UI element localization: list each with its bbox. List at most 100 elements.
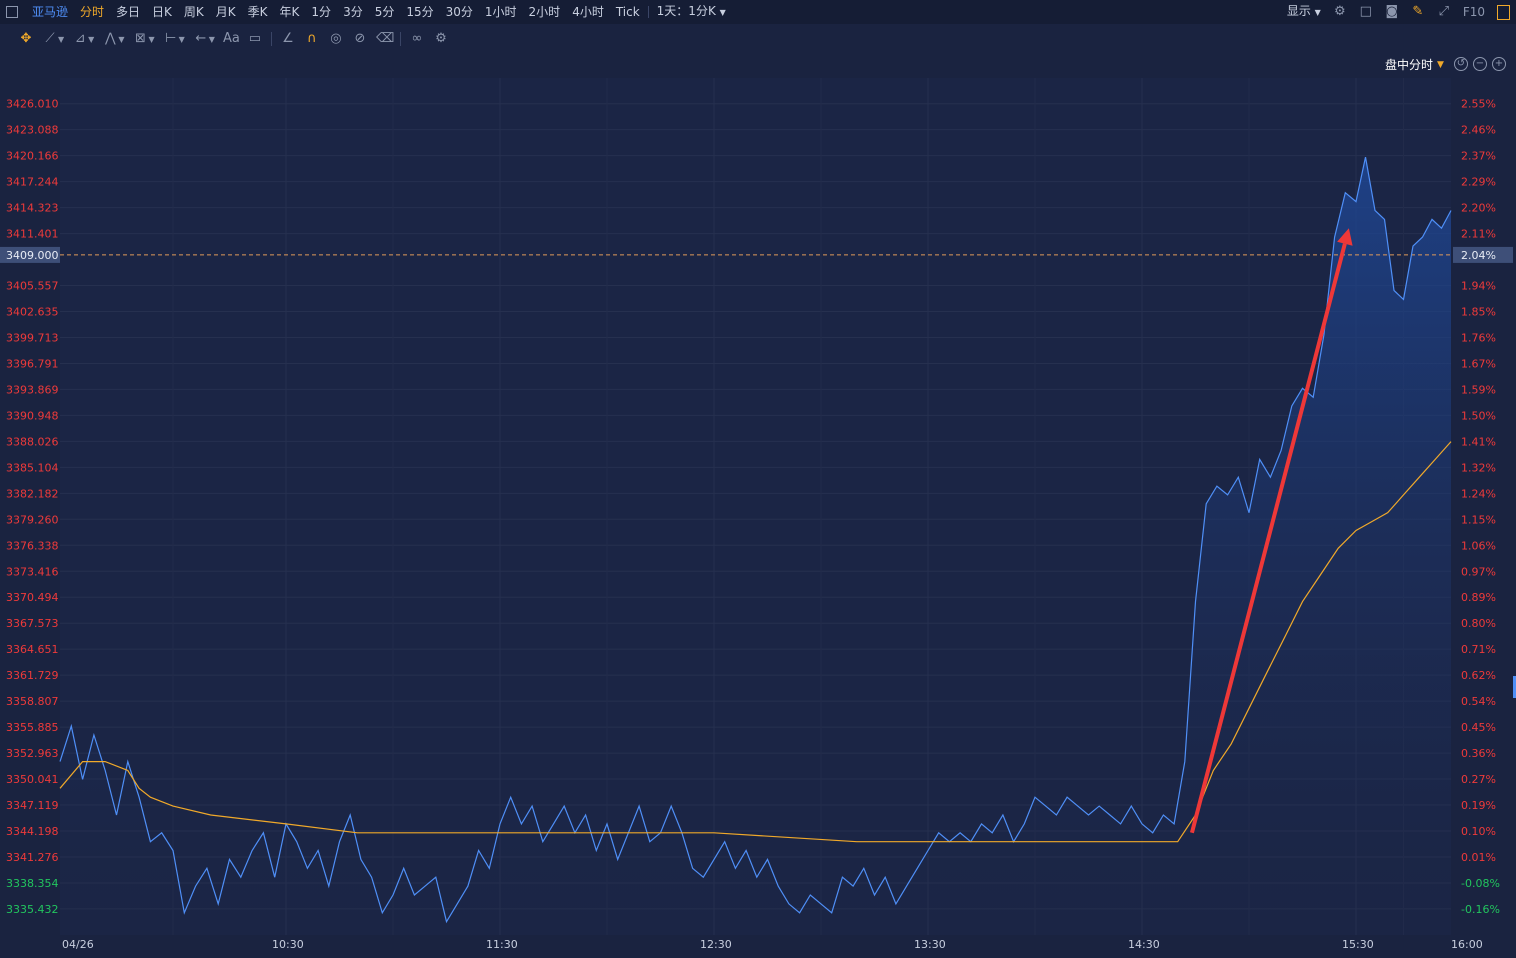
eye-icon[interactable]: ◎ — [330, 31, 342, 46]
zoom-in-icon[interactable]: + — [1492, 57, 1506, 71]
settings-icon[interactable]: ⚙ — [435, 31, 447, 46]
y-left-tick-label: 3347.119 — [6, 799, 59, 812]
chevron-down-icon[interactable]: ▼ — [208, 34, 215, 44]
fullscreen-icon[interactable]: ⤢ — [1438, 4, 1450, 19]
hide-icon[interactable]: ⊘ — [354, 31, 366, 46]
y-left-tick-label: 3379.260 — [6, 513, 59, 526]
period-tab[interactable]: 日K — [152, 5, 172, 19]
zoom-out-icon[interactable]: − — [1473, 57, 1487, 71]
period-tab[interactable]: 月K — [215, 5, 236, 19]
link-icon[interactable]: ∞ — [411, 31, 423, 46]
y-left-tick-label: 3420.166 — [6, 150, 59, 163]
camera-icon[interactable]: ◙ — [1385, 4, 1399, 19]
y-left-tick-label: 3426.010 — [6, 98, 59, 111]
y-right-tick-label: 0.80% — [1461, 617, 1496, 630]
x-tick-label: 04/26 — [62, 938, 94, 951]
text-tool-icon[interactable]: Aa — [222, 31, 240, 46]
reset-icon[interactable]: ↺ — [1454, 57, 1468, 71]
period-tab[interactable]: 1分 — [311, 5, 332, 19]
chevron-down-icon: ▼ — [719, 8, 726, 17]
layout-icon[interactable]: □ — [1359, 4, 1372, 19]
display-menu-label: 显示 — [1286, 4, 1311, 18]
display-menu[interactable]: 显示 ▼ — [1281, 0, 1327, 25]
chevron-down-icon[interactable]: ▼ — [58, 34, 65, 44]
current-pct-badge — [1453, 246, 1513, 263]
period-tab[interactable]: 1小时 — [484, 5, 517, 19]
crosshair-move-icon[interactable]: ✥ — [20, 31, 32, 46]
measure-tool-icon[interactable]: ⊢ — [164, 31, 177, 46]
y-left-tick-label: 3388.026 — [6, 435, 59, 448]
y-left-tick-label: 3390.948 — [6, 409, 59, 422]
magnet-icon[interactable]: ∩ — [307, 31, 317, 46]
drawing-toolbar: ✥ ⟋ ▼ ⊿ ▼ ⋀ ▼ ⊠ ▼ ⊢ ▼ ← ▼ Aa ▭ ∠ ∩ ◎ ⊘ ⌫ ∞ ⚙ — [0, 26, 1516, 52]
average-price-line[interactable] — [59, 441, 1452, 843]
annotation-arrow-head[interactable] — [1337, 228, 1353, 246]
y-right-tick-label: -0.16% — [1461, 903, 1500, 916]
price-line[interactable] — [59, 156, 1452, 924]
arrow-tool-icon[interactable]: ← — [195, 31, 207, 46]
period-tab[interactable]: 4小时 — [572, 5, 604, 19]
y-right-tick-label: 1.06% — [1461, 539, 1496, 552]
period-tab[interactable]: Tick — [615, 5, 640, 19]
y-left-tick-label: 3361.729 — [6, 669, 59, 682]
period-tab[interactable]: 分时 — [80, 5, 105, 19]
period-tab[interactable]: 多日 — [116, 5, 141, 19]
chevron-down-icon[interactable]: ▼ — [118, 34, 125, 44]
pencil-icon[interactable]: ✎ — [1412, 4, 1424, 19]
x-tick-label: 10:30 — [272, 938, 304, 951]
y-right-tick-label: 0.36% — [1461, 747, 1496, 760]
range-selector[interactable]: 1天：1分K ▼ — [651, 0, 732, 25]
y-left-tick-label: 3338.354 — [6, 877, 59, 890]
y-right-tick-label: 1.15% — [1461, 513, 1496, 526]
chevron-down-icon: ▼ — [1314, 8, 1321, 17]
current-price-label: 3409.000 — [6, 249, 59, 262]
y-right-tick-label: 2.37% — [1461, 150, 1496, 163]
y-left-tick-label: 3335.432 — [6, 903, 59, 916]
chevron-down-icon[interactable]: ▼ — [178, 34, 185, 44]
period-tab[interactable]: 15分 — [406, 5, 434, 19]
wave-tool-icon[interactable]: ⋀ — [104, 31, 116, 46]
x-tick-label: 16:00 — [1451, 938, 1483, 951]
f10-button[interactable]: F10 — [1462, 5, 1485, 19]
y-left-tick-label: 3373.416 — [6, 565, 59, 578]
angle-tool-icon[interactable]: ∠ — [282, 31, 294, 46]
period-tab[interactable]: 2小时 — [528, 5, 561, 19]
period-tab[interactable]: 年K — [279, 5, 300, 19]
stock-name[interactable]: 亚马逊 — [32, 5, 69, 19]
gear-icon[interactable]: ⚙ — [1334, 4, 1346, 19]
y-left-tick-label: 3396.791 — [6, 357, 59, 370]
chevron-down-icon[interactable]: ▼ — [88, 34, 95, 44]
y-right-tick-label: 0.71% — [1461, 643, 1496, 656]
range-selector-label: 1天：1分K — [656, 4, 716, 18]
y-right-tick-label: 2.29% — [1461, 176, 1496, 189]
period-tab[interactable]: 3分 — [343, 5, 363, 19]
y-left-tick-label: 3350.041 — [6, 773, 59, 786]
y-right-tick-label: 0.97% — [1461, 565, 1496, 578]
fib-tool-icon[interactable]: ⊠ — [135, 31, 146, 46]
y-right-tick-label: 1.41% — [1461, 435, 1496, 448]
y-left-tick-label: 3382.182 — [6, 487, 59, 500]
period-tab[interactable]: 5分 — [374, 5, 395, 19]
window-icon[interactable] — [1497, 4, 1510, 20]
period-tab[interactable]: 30分 — [445, 5, 473, 19]
panel-toggle-icon[interactable] — [6, 6, 18, 18]
chart-mode-select[interactable]: 盘中分时 ▼ — [1385, 56, 1444, 73]
y-left-tick-label: 3364.651 — [6, 643, 59, 656]
period-tab[interactable]: 季K — [247, 5, 268, 19]
trash-icon[interactable]: ⌫ — [375, 31, 395, 46]
comment-tool-icon[interactable]: ▭ — [248, 31, 262, 46]
line-tool-icon[interactable]: ⟋ — [45, 31, 55, 46]
y-right-tick-label: 0.54% — [1461, 695, 1496, 708]
period-tabs: 分时 多日 日K 周K 月K 季K 年K 1分 3分 5分 15分 30分 1小时 2小时 4小时 Tick — [74, 0, 646, 24]
y-right-tick-label: 2.46% — [1461, 124, 1496, 137]
channel-tool-icon[interactable]: ⊿ — [74, 31, 86, 46]
y-left-tick-label: 3385.104 — [6, 461, 59, 474]
annotation-arrow-shaft[interactable] — [1189, 243, 1347, 834]
y-right-tick-label: 2.11% — [1461, 228, 1496, 241]
y-left-tick-label: 3352.963 — [6, 747, 59, 760]
scroll-indicator[interactable] — [1513, 676, 1516, 698]
y-right-tick-label: 0.27% — [1461, 773, 1496, 786]
period-tab[interactable]: 周K — [183, 5, 204, 19]
chevron-down-icon[interactable]: ▼ — [148, 34, 155, 44]
